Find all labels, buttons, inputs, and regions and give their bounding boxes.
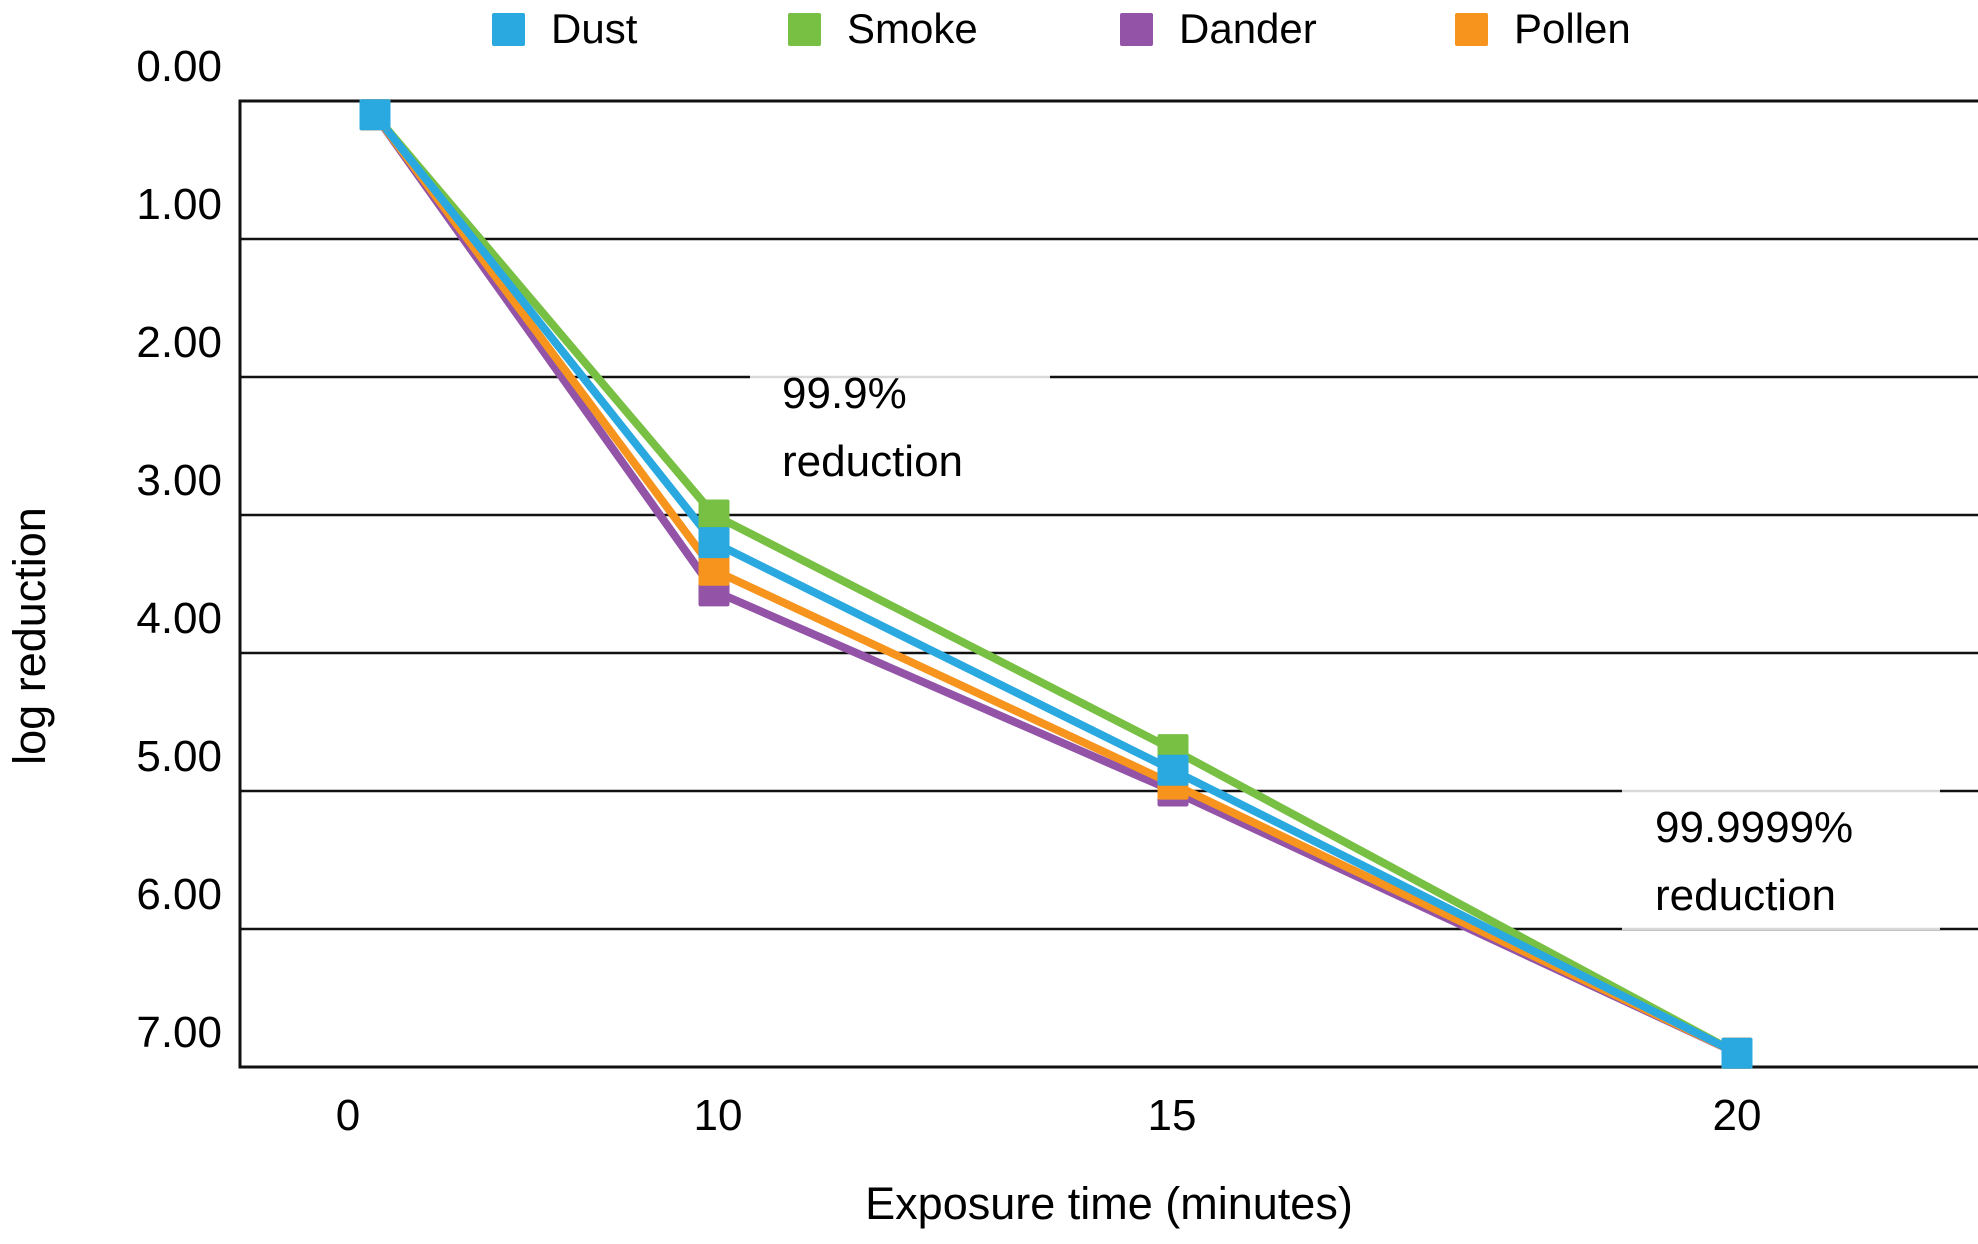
legend-swatch-dust bbox=[492, 12, 525, 46]
legend-swatch-dander bbox=[1120, 12, 1153, 46]
marker-smoke-x10 bbox=[698, 499, 730, 531]
annotation-99-9-reduction: 99.9% reduction bbox=[750, 352, 1050, 496]
annotation-99-9999-reduction: 99.9999% reduction bbox=[1622, 788, 1940, 930]
y-tick-label-6.00: 6.00 bbox=[136, 870, 222, 919]
annotation-text-line: 99.9999% bbox=[1655, 803, 1854, 852]
series-line-dust bbox=[371, 110, 1741, 1058]
marker-dust-x20 bbox=[1721, 1037, 1753, 1069]
series-line-pollen bbox=[371, 110, 1741, 1058]
marker-dust-x0 bbox=[359, 99, 391, 131]
chart-legend: Dust Smoke Dander Pollen bbox=[0, 0, 1978, 60]
x-tick-label-10: 10 bbox=[693, 1091, 743, 1140]
x-tick-label-20: 20 bbox=[1712, 1091, 1762, 1140]
annotation-text-line: reduction bbox=[782, 437, 964, 486]
y-axis-title: log reduction bbox=[4, 507, 55, 765]
legend-label: Smoke bbox=[847, 5, 978, 52]
annotation-text-line: 99.9% bbox=[782, 369, 907, 418]
x-axis-title: Exposure time (minutes) bbox=[865, 1178, 1353, 1229]
y-tick-label-1.00: 1.00 bbox=[136, 180, 222, 229]
marker-pollen-x10 bbox=[698, 554, 730, 586]
y-tick-label-4.00: 4.00 bbox=[136, 594, 222, 643]
series-line-dander bbox=[371, 110, 1741, 1058]
marker-dust-x15 bbox=[1157, 754, 1189, 786]
legend-item-dust: Dust bbox=[492, 2, 637, 56]
legend-label: Pollen bbox=[1514, 5, 1631, 52]
series-line-smoke bbox=[371, 110, 1741, 1058]
legend-swatch-pollen bbox=[1455, 12, 1488, 46]
x-tick-label-0: 0 bbox=[335, 1091, 361, 1140]
y-tick-label-0.00: 0.00 bbox=[136, 42, 222, 91]
y-tick-label-7.00: 7.00 bbox=[136, 1008, 222, 1057]
legend-item-smoke: Smoke bbox=[788, 2, 978, 56]
annotation-text-line: reduction bbox=[1655, 871, 1837, 920]
legend-item-dander: Dander bbox=[1120, 2, 1317, 56]
legend-label: Dust bbox=[551, 5, 638, 52]
legend-swatch-smoke bbox=[788, 12, 821, 46]
y-tick-label-3.00: 3.00 bbox=[136, 456, 222, 505]
x-tick-label-15: 15 bbox=[1147, 1091, 1197, 1140]
legend-item-pollen: Pollen bbox=[1455, 2, 1631, 56]
legend-label: Dander bbox=[1179, 5, 1317, 52]
marker-dust-x10 bbox=[698, 527, 730, 559]
y-tick-label-5.00: 5.00 bbox=[136, 732, 222, 781]
y-tick-label-2.00: 2.00 bbox=[136, 318, 222, 367]
